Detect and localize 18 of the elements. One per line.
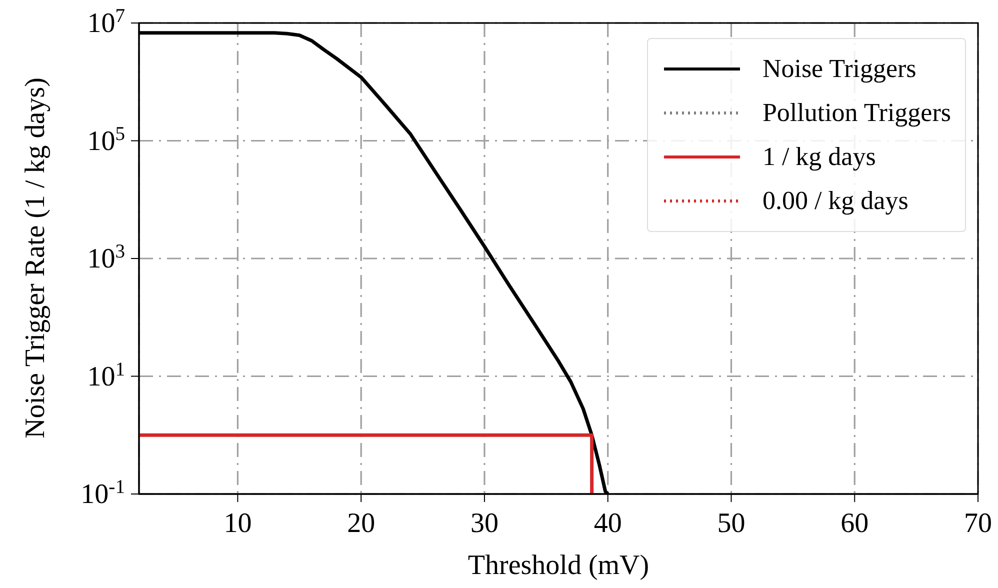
x-tick-label: 60: [840, 508, 869, 539]
x-axis-title: Threshold (mV): [468, 550, 650, 581]
legend-label: 1 / kg days: [762, 142, 876, 172]
x-tick-label: 40: [594, 508, 622, 539]
legend-label: 0.00 / kg days: [762, 186, 908, 216]
y-tick-label: 10$^{1}$: [87, 358, 125, 392]
x-tick-label: 30: [470, 508, 498, 539]
x-tick-label: 70: [964, 508, 992, 539]
y-axis-title: Noise Trigger Rate (1 / kg days): [20, 78, 51, 438]
y-tick-label: 10$^{5}$: [87, 123, 126, 157]
x-tick-label: 20: [347, 508, 376, 539]
x-tick-label: 10: [224, 508, 252, 539]
y-tick-label: 10$^{7}$: [87, 6, 126, 39]
y-tick-label: 10$^{3}$: [87, 241, 126, 274]
legend-label: Noise Triggers: [762, 54, 916, 84]
y-tick-label: 10$^{-1}$: [80, 476, 125, 510]
legend-label: Pollution Triggers: [762, 98, 951, 128]
x-tick-label: 50: [717, 508, 746, 539]
